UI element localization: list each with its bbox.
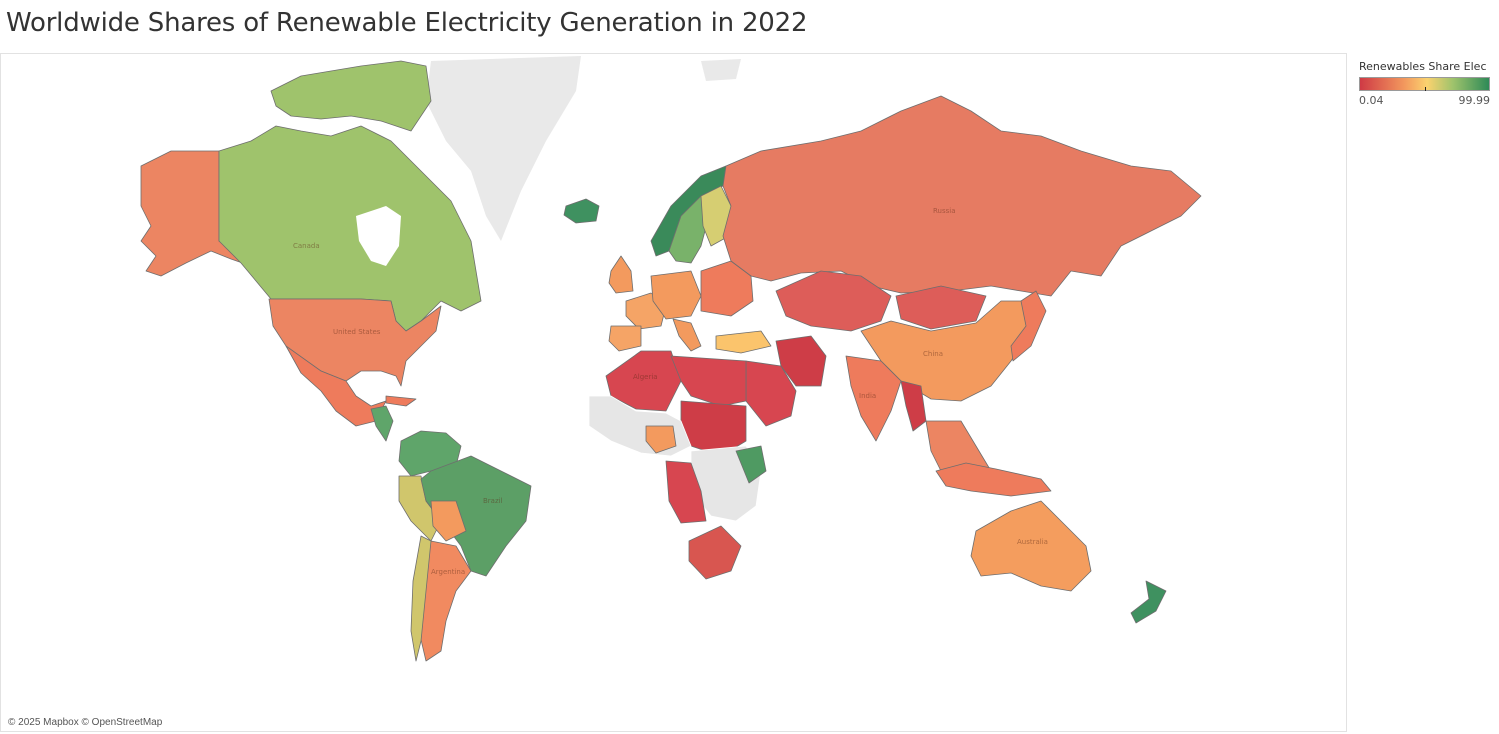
map-canvas[interactable]: Canada United States Brazil Argentina Ru…	[1, 54, 1347, 732]
map-label-argentina: Argentina	[431, 568, 465, 576]
legend-max-value: 99.99	[1458, 94, 1491, 107]
greenland-region	[426, 56, 581, 241]
map-label-algeria: Algeria	[633, 373, 658, 381]
map-label-canada: Canada	[293, 242, 320, 250]
country-turkey[interactable]	[715, 330, 772, 354]
country-japan[interactable]	[1010, 290, 1047, 362]
legend-midpoint-tick	[1425, 87, 1426, 91]
country-australia[interactable]	[970, 500, 1092, 592]
country-new-zealand[interactable]	[1130, 580, 1167, 624]
map-label-united-states: United States	[333, 328, 381, 336]
country-india[interactable]	[845, 355, 902, 442]
country-nigeria[interactable]	[645, 425, 677, 454]
country-brazil[interactable]	[420, 455, 532, 577]
country-central-america[interactable]	[370, 405, 394, 442]
svalbard-region	[701, 59, 741, 81]
legend-min-value: 0.04	[1359, 94, 1384, 107]
country-italy[interactable]	[672, 318, 702, 352]
country-south-africa[interactable]	[688, 525, 742, 580]
map-label-china: China	[923, 350, 943, 358]
country-canada[interactable]	[218, 125, 482, 332]
country-mongolia[interactable]	[895, 285, 987, 330]
color-legend: Renewables Share Elec 0.04 99.99	[1359, 60, 1495, 107]
country-canada-islands[interactable]	[270, 60, 432, 132]
country-chile[interactable]	[410, 535, 432, 662]
country-libya-egypt[interactable]	[670, 355, 747, 407]
world-map[interactable]: Canada United States Brazil Argentina Ru…	[0, 53, 1347, 732]
country-germany-central[interactable]	[650, 270, 702, 320]
map-label-russia: Russia	[933, 207, 956, 215]
country-cuba[interactable]	[385, 395, 417, 407]
country-spain[interactable]	[608, 325, 642, 352]
country-kenya-ethiopia[interactable]	[735, 445, 767, 484]
country-myanmar[interactable]	[900, 380, 927, 432]
country-russia[interactable]	[722, 95, 1202, 297]
map-label-australia: Australia	[1017, 538, 1048, 546]
legend-title: Renewables Share Elec	[1359, 60, 1487, 73]
country-iceland[interactable]	[563, 198, 600, 224]
country-indonesia[interactable]	[935, 462, 1052, 497]
page-title: Worldwide Shares of Renewable Electricit…	[6, 8, 808, 38]
country-bolivia-paraguay[interactable]	[430, 500, 467, 542]
map-label-brazil: Brazil	[483, 497, 503, 505]
country-kazakhstan[interactable]	[775, 270, 892, 332]
country-uk[interactable]	[608, 255, 634, 294]
map-label-india: India	[859, 392, 876, 400]
legend-gradient-bar	[1359, 77, 1490, 91]
hudson-bay	[356, 206, 401, 266]
country-angola-drc[interactable]	[665, 460, 707, 524]
map-attribution[interactable]: © 2025 Mapbox © OpenStreetMap	[8, 717, 163, 728]
